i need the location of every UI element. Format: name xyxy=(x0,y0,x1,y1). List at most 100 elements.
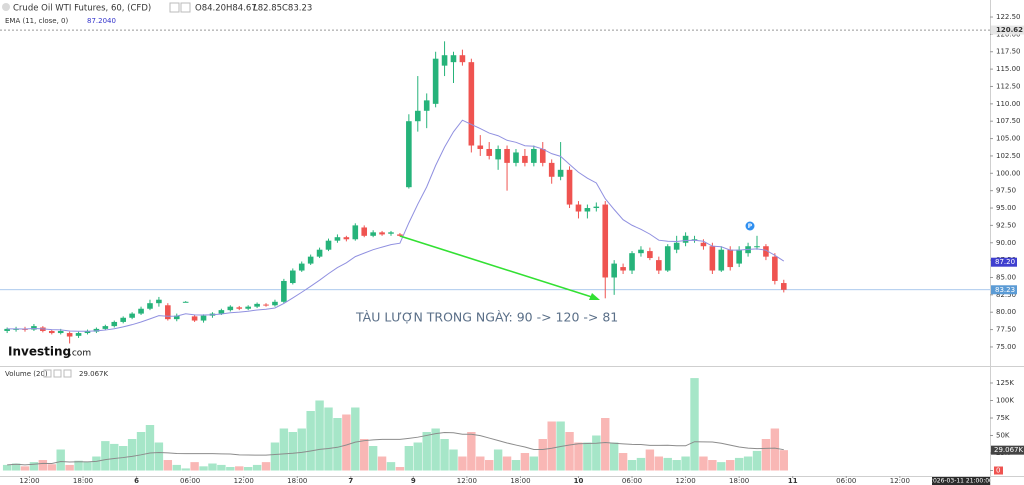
annotation: TÀU LƯỢN TRONG NGÀY: 90 -> 120 -> 81 xyxy=(355,310,618,325)
candle-body xyxy=(334,237,341,241)
volume-bar xyxy=(717,462,726,471)
candle-body xyxy=(736,249,742,264)
volume-bar xyxy=(476,456,485,471)
x-tick-label: 10 xyxy=(574,477,584,485)
logo-suffix: .com xyxy=(69,349,91,359)
candle-body xyxy=(254,303,260,307)
candle-body xyxy=(602,204,609,278)
volume-bar xyxy=(431,428,440,471)
candle-body xyxy=(656,260,662,271)
volume-bar xyxy=(235,466,244,471)
candle-body xyxy=(691,239,698,241)
volume-bar xyxy=(154,442,164,471)
ohlc-open: O84.20 xyxy=(195,4,226,14)
volume-last-label: 29.067K xyxy=(994,446,1023,454)
candle-body xyxy=(343,237,350,240)
volume-bar xyxy=(127,439,137,471)
y-tick-label: 112.50 xyxy=(996,82,1021,90)
candle-body xyxy=(4,328,10,331)
volume-bar xyxy=(734,457,744,471)
volume-bar xyxy=(502,456,512,471)
volume-bar xyxy=(217,464,226,471)
plot xyxy=(0,29,990,471)
volume-bar xyxy=(172,464,181,471)
volume-value: 29.067K xyxy=(79,370,108,378)
ema-legend: EMA (11, close, 0) xyxy=(5,17,68,25)
candle-body xyxy=(620,267,626,271)
volume-bar xyxy=(118,446,128,471)
volume-bar xyxy=(752,450,762,471)
volume-bar xyxy=(654,456,664,471)
volume-bar xyxy=(627,460,637,471)
toolbar-icon[interactable] xyxy=(53,369,62,378)
candle-body xyxy=(539,148,546,163)
candle-body xyxy=(272,301,278,306)
y-tick-label: 117.50 xyxy=(996,48,1021,56)
volume-bar xyxy=(110,443,119,471)
candle-body xyxy=(31,326,37,330)
marker[interactable] xyxy=(745,221,755,231)
marker-label: P xyxy=(748,223,753,230)
candle-body xyxy=(468,62,475,146)
volume-bar xyxy=(29,462,39,471)
volume-bar xyxy=(681,456,690,471)
volume-legend: Volume (20) xyxy=(5,370,48,378)
volume-bar xyxy=(672,460,681,471)
ema-last-label: 87.20 xyxy=(995,258,1015,266)
volume-bar xyxy=(574,442,583,471)
candle-body xyxy=(165,305,171,320)
volume-bar xyxy=(761,439,771,471)
volume-bar xyxy=(547,421,556,471)
toolbar-icon[interactable] xyxy=(43,369,52,378)
candle-body xyxy=(263,304,269,306)
volume-bar xyxy=(779,450,788,471)
ema-line xyxy=(7,119,785,332)
candle-body xyxy=(432,58,439,104)
volume-bar xyxy=(636,457,646,471)
x-tick-label: 18:00 xyxy=(510,477,530,485)
volume-bar xyxy=(404,446,414,471)
volume-bar xyxy=(413,442,422,471)
logo: Investing xyxy=(8,345,71,359)
x-tick-label: 06:00 xyxy=(836,477,856,485)
toolbar-icon[interactable] xyxy=(63,369,72,378)
volume-last-box xyxy=(991,445,1024,455)
volume-bar xyxy=(208,463,217,471)
x-tick-label: 9 xyxy=(411,477,416,485)
volume-bar xyxy=(520,453,530,471)
volume-bar xyxy=(386,462,396,471)
volume-bar xyxy=(74,460,83,471)
x-tick-label: 06:00 xyxy=(180,477,200,485)
volume-bar xyxy=(565,432,574,471)
candle-body xyxy=(611,263,617,278)
candle-body xyxy=(423,100,430,111)
y-tick-label: 97.50 xyxy=(996,187,1016,195)
ema-value: 87.2040 xyxy=(87,17,116,25)
candle-body xyxy=(379,232,385,235)
candle-body xyxy=(718,249,725,271)
candle-body xyxy=(298,263,305,271)
high-label-box xyxy=(991,25,1024,35)
candle-body xyxy=(66,333,73,337)
volume-bar xyxy=(708,460,717,471)
volume-bar xyxy=(618,453,628,471)
volume-bar xyxy=(743,456,753,471)
toolbar-icon[interactable] xyxy=(180,2,191,13)
toolbar-icon[interactable] xyxy=(169,2,180,13)
x-tick-label: 12:00 xyxy=(675,477,695,485)
volume-bar xyxy=(92,456,101,471)
volume-bar xyxy=(83,462,92,471)
volume-bar xyxy=(484,460,494,471)
volume-bar xyxy=(449,449,458,471)
volume-bar xyxy=(422,432,431,471)
candle-body xyxy=(504,148,510,163)
candle-body xyxy=(120,317,126,322)
volume-bar xyxy=(538,439,547,471)
candle-body xyxy=(700,242,707,247)
volume-bar xyxy=(458,456,467,471)
candle-body xyxy=(531,148,537,163)
candle-body xyxy=(406,121,412,188)
candle-body xyxy=(575,204,582,212)
